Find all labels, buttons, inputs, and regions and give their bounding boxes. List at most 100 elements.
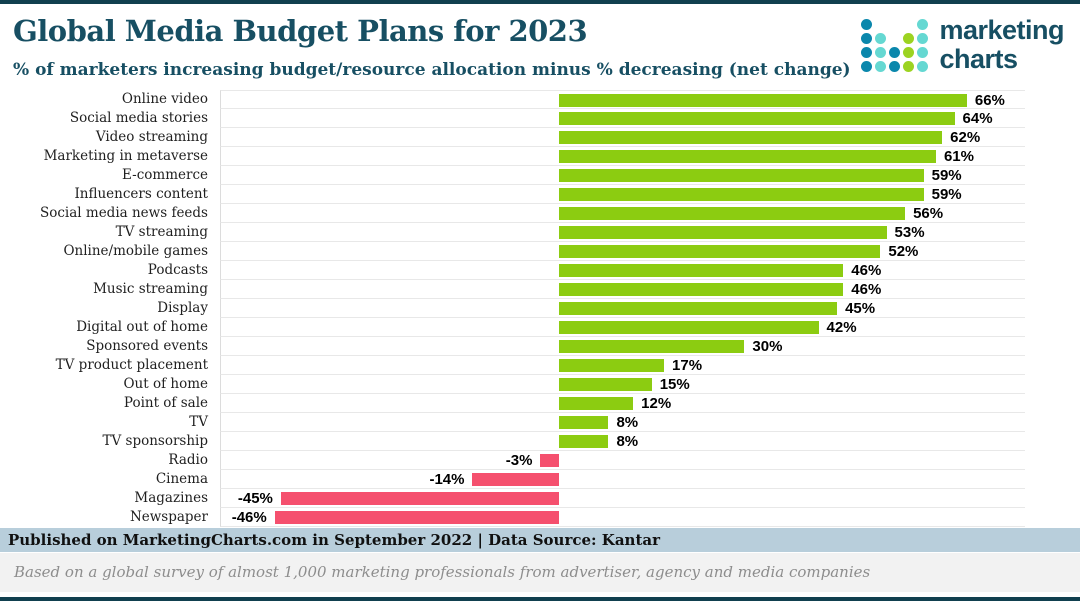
category-label: Online/mobile games	[63, 243, 208, 259]
logo-dot-grid-icon	[861, 18, 929, 72]
category-label: Podcasts	[147, 262, 208, 278]
chart-row: Out of home 15%	[0, 375, 1080, 394]
value-label: -46%	[231, 509, 267, 526]
chart-row: Sponsored events 30%	[0, 337, 1080, 356]
plot-area-row: 62%	[220, 128, 1025, 147]
plot-area-row: 15%	[220, 375, 1025, 394]
bar-positive	[559, 283, 844, 296]
logo-dot	[917, 32, 929, 44]
value-label: 17%	[672, 357, 703, 374]
chart-row: Social media news feeds 56%	[0, 204, 1080, 223]
plot-area-row: 30%	[220, 337, 1025, 356]
value-label: 15%	[659, 376, 690, 393]
chart-row: Music streaming 46%	[0, 280, 1080, 299]
bar-negative	[540, 454, 559, 467]
logo-dot	[875, 60, 887, 72]
category-label: TV sponsorship	[102, 433, 208, 449]
plot-area-row: 46%	[220, 280, 1025, 299]
category-label: TV	[189, 414, 208, 430]
logo-dot	[861, 18, 873, 30]
logo-dot	[903, 60, 915, 72]
value-label: -14%	[429, 471, 465, 488]
chart-row: TV streaming 53%	[0, 223, 1080, 242]
logo-dot	[861, 46, 873, 58]
value-label: 62%	[950, 129, 981, 146]
logo-dot	[917, 18, 929, 30]
chart-row: Online video 66%	[0, 90, 1080, 109]
logo-wordmark: marketing charts	[939, 16, 1064, 74]
plot-area-row: -46%	[220, 508, 1025, 527]
value-label: 64%	[962, 110, 993, 127]
category-label: Out of home	[123, 376, 208, 392]
plot-area-row: 45%	[220, 299, 1025, 318]
category-label: Point of sale	[123, 395, 208, 411]
chart-row: Podcasts 46%	[0, 261, 1080, 280]
plot-area-row: 53%	[220, 223, 1025, 242]
value-label: 53%	[894, 224, 925, 241]
value-label: 30%	[752, 338, 783, 355]
chart-row: Digital out of home 42%	[0, 318, 1080, 337]
bar-negative	[274, 511, 559, 524]
logo-dot	[875, 46, 887, 58]
bar-positive	[559, 94, 967, 107]
bar-positive	[559, 207, 906, 220]
plot-area-row: 66%	[220, 90, 1025, 109]
bar-positive	[559, 302, 838, 315]
chart-row: Video streaming 62%	[0, 128, 1080, 147]
chart-row: TV sponsorship 8%	[0, 432, 1080, 451]
page-title: Global Media Budget Plans for 2023	[13, 14, 588, 48]
value-label: 56%	[913, 205, 944, 222]
value-label: -45%	[237, 490, 273, 507]
plot-area-row: 17%	[220, 356, 1025, 375]
plot-area-row: 8%	[220, 432, 1025, 451]
category-label: Digital out of home	[76, 319, 208, 335]
survey-note: Based on a global survey of almost 1,000…	[0, 553, 1080, 592]
value-label: -3%	[505, 452, 533, 469]
bar-positive	[559, 169, 924, 182]
value-label: 45%	[845, 300, 876, 317]
bar-positive	[559, 131, 943, 144]
logo-dot	[861, 32, 873, 44]
plot-area-row: 56%	[220, 204, 1025, 223]
category-label: Magazines	[134, 490, 208, 506]
value-label: 42%	[826, 319, 857, 336]
bar-negative	[280, 492, 559, 505]
logo-dot	[875, 32, 887, 44]
chart-row: Radio -3%	[0, 451, 1080, 470]
plot-area-row: -3%	[220, 451, 1025, 470]
logo-line1: marketing	[939, 15, 1064, 45]
publication-banner: Published on MarketingCharts.com in Sept…	[0, 528, 1080, 552]
bar-positive	[559, 245, 881, 258]
logo-line2: charts	[939, 44, 1018, 74]
bar-positive	[559, 359, 665, 372]
category-label: Music streaming	[93, 281, 208, 297]
value-label: 8%	[616, 433, 639, 450]
plot-area-row: 8%	[220, 413, 1025, 432]
logo-dot	[917, 46, 929, 58]
bar-positive	[559, 321, 819, 334]
chart-row: E-commerce 59%	[0, 166, 1080, 185]
chart-row: Influencers content 59%	[0, 185, 1080, 204]
plot-area-row: 59%	[220, 166, 1025, 185]
chart-row: Marketing in metaverse 61%	[0, 147, 1080, 166]
category-label: Sponsored events	[86, 338, 208, 354]
chart-row: Display 45%	[0, 299, 1080, 318]
chart-row: TV product placement 17%	[0, 356, 1080, 375]
chart-row: TV 8%	[0, 413, 1080, 432]
category-label: Marketing in metaverse	[43, 148, 208, 164]
bar-positive	[559, 378, 652, 391]
category-label: Display	[157, 300, 208, 316]
bar-positive	[559, 416, 609, 429]
category-label: Newspaper	[129, 509, 208, 525]
logo-dot-empty	[889, 33, 900, 44]
value-label: 59%	[931, 186, 962, 203]
logo-dot-empty	[889, 19, 900, 30]
value-label: 46%	[851, 262, 882, 279]
bar-positive	[559, 397, 634, 410]
value-label: 52%	[888, 243, 919, 260]
chart-row: Online/mobile games 52%	[0, 242, 1080, 261]
value-label: 59%	[931, 167, 962, 184]
category-label: Radio	[168, 452, 208, 468]
marketingcharts-logo: marketing charts	[861, 16, 1064, 74]
bar-positive	[559, 188, 924, 201]
